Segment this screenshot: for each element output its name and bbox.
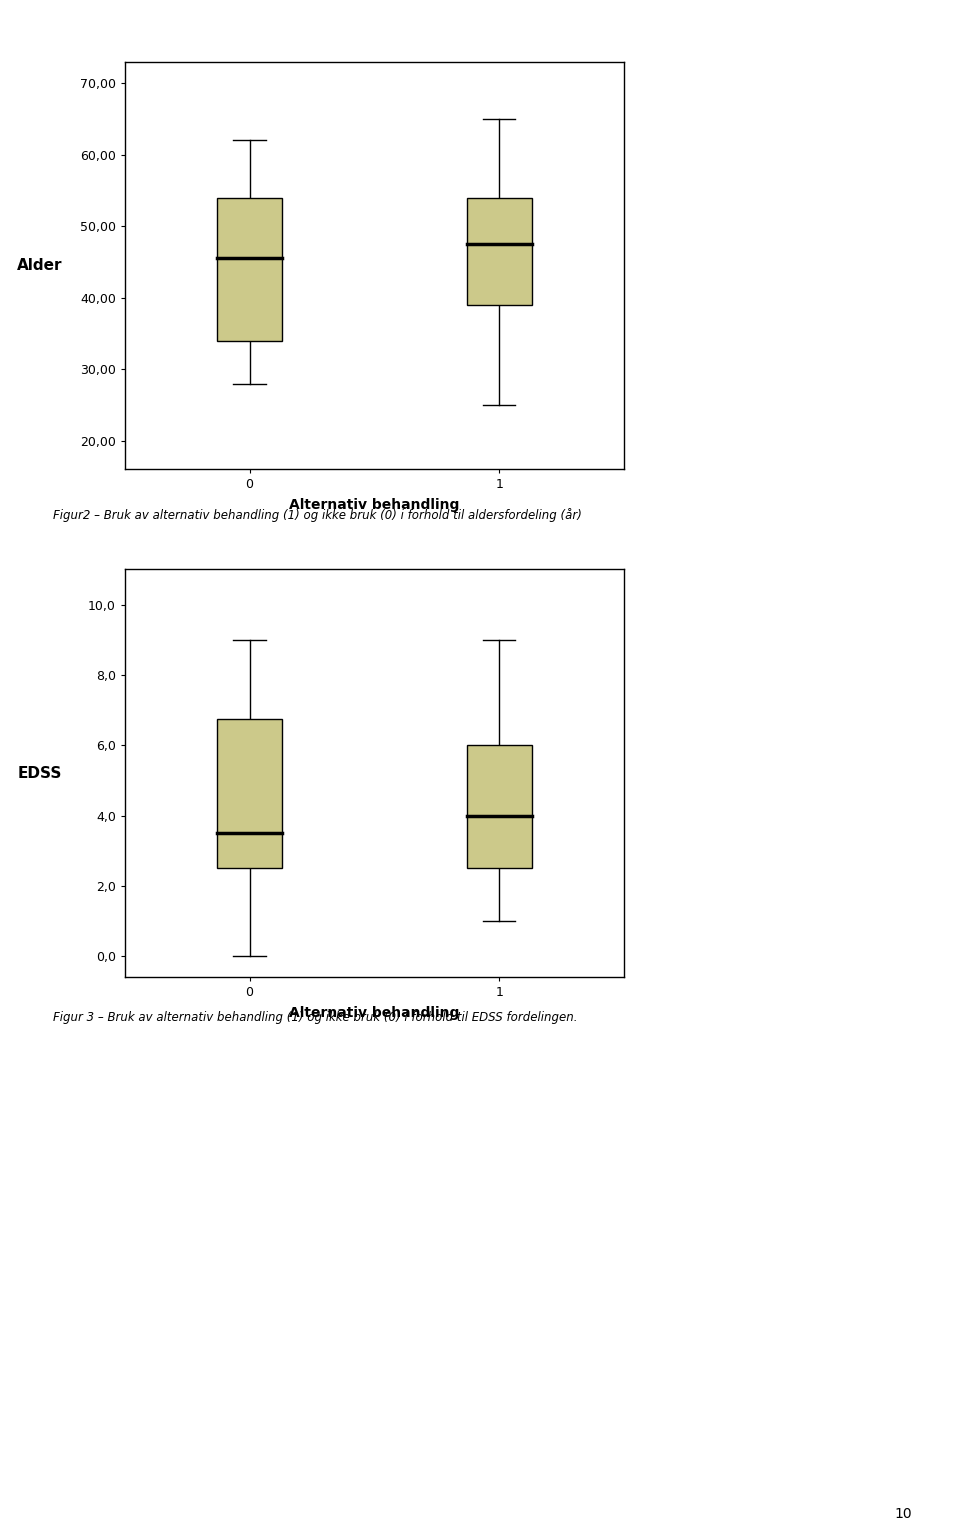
X-axis label: Alternativ behandling: Alternativ behandling: [289, 1007, 460, 1020]
Bar: [217, 719, 282, 868]
Bar: [467, 197, 532, 305]
Text: 10: 10: [895, 1507, 912, 1521]
Text: Alder: Alder: [17, 259, 62, 272]
Text: Figur2 – Bruk av alternativ behandling (1) og ikke bruk (0) i forhold til alders: Figur2 – Bruk av alternativ behandling (…: [53, 508, 582, 522]
X-axis label: Alternativ behandling: Alternativ behandling: [289, 499, 460, 512]
Bar: [467, 745, 532, 868]
Text: Figur 3 – Bruk av alternativ behandling (1) og ikke bruk (0) i forhold til EDSS : Figur 3 – Bruk av alternativ behandling …: [53, 1011, 577, 1023]
Text: EDSS: EDSS: [17, 766, 62, 780]
Bar: [217, 197, 282, 340]
